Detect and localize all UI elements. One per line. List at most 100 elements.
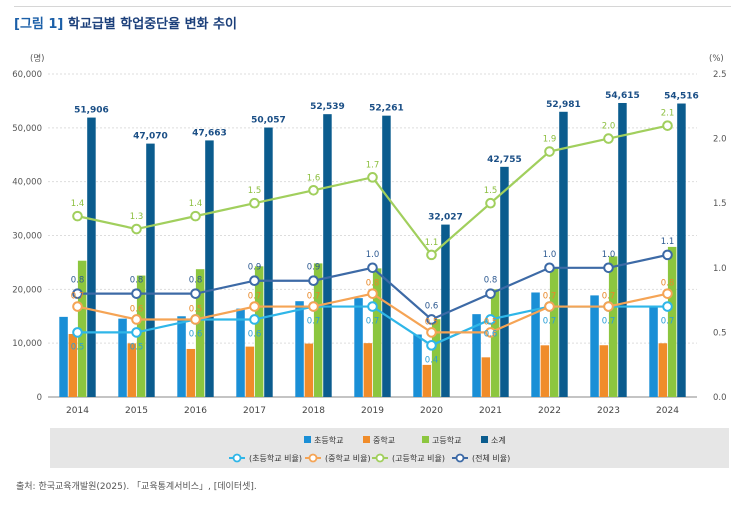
bar-중학교 — [68, 334, 78, 397]
bar-초등학교 — [413, 334, 422, 397]
bar-초등학교 — [354, 298, 363, 397]
total-data-label: 47,070 — [133, 132, 168, 142]
y-right-unit: (%) — [709, 54, 724, 64]
total-data-label: 52,981 — [546, 100, 581, 110]
figure-title: [그림 1] 학교급별 학업중단율 변화 추이 — [14, 13, 237, 32]
y-right-tick-label: 1.0 — [713, 264, 727, 274]
y-left-tick-label: 60,000 — [12, 70, 42, 80]
point-(고등학교 비율) — [485, 197, 496, 209]
x-tick-label: 2015 — [125, 406, 148, 416]
bar-초등학교 — [118, 318, 127, 397]
point-(초등학교 비율) — [131, 327, 142, 338]
legend-label: (전체 비율) — [472, 453, 510, 463]
line-data-label: 2.0 — [602, 122, 616, 132]
line-data-label: 0.6 — [484, 329, 498, 339]
y-left-tick-label: 30,000 — [12, 232, 42, 242]
point-(전체 비율) — [544, 262, 555, 274]
legend-marker-(고등학교 비율) — [375, 453, 385, 463]
y-right-tick-label: 2.0 — [713, 135, 727, 145]
bar-중학교 — [422, 364, 432, 397]
bar-중학교 — [481, 357, 491, 397]
point-(초등학교 비율) — [485, 314, 496, 325]
y-left-tick-label: 20,000 — [12, 285, 42, 295]
line-data-label: 0.5 — [130, 342, 144, 352]
point-(중학교 비율) — [131, 314, 142, 325]
bar-소계 — [87, 117, 96, 398]
total-data-label: 52,539 — [310, 102, 345, 112]
top-rule — [14, 6, 731, 7]
y-left-tick-label: 50,000 — [12, 124, 42, 134]
point-(중학교 비율) — [603, 301, 614, 312]
x-tick-label: 2022 — [538, 406, 561, 416]
bar-소계 — [264, 127, 273, 397]
line-data-label: 1.1 — [425, 238, 439, 248]
bar-소계 — [559, 111, 568, 397]
legend-box — [50, 428, 729, 468]
line-data-label: 0.7 — [307, 292, 321, 302]
bar-초등학교 — [472, 314, 481, 397]
point-(고등학교 비율) — [544, 146, 555, 157]
legend-swatch-소계 — [481, 436, 488, 443]
line-data-label: 0.8 — [130, 276, 144, 286]
legend-label: (초등학교 비율) — [249, 453, 302, 463]
point-(고등학교 비율) — [603, 133, 614, 144]
point-(고등학교 비율) — [249, 197, 260, 209]
point-(고등학교 비율) — [308, 184, 319, 196]
bar-고등학교 — [77, 260, 87, 397]
bar-고등학교 — [254, 266, 264, 397]
line-data-label: 0.7 — [307, 317, 321, 327]
x-tick-label: 2016 — [184, 406, 207, 416]
line-data-label: 0.8 — [661, 279, 675, 289]
point-(중학교 비율) — [72, 301, 83, 312]
line-data-label: 0.7 — [248, 292, 262, 302]
total-data-label: 52,261 — [369, 104, 404, 114]
line-data-label: 0.7 — [543, 292, 557, 302]
line-data-label: 0.5 — [484, 317, 498, 327]
point-(전체 비율) — [190, 288, 201, 299]
line-data-label: 1.4 — [71, 199, 85, 209]
x-tick-label: 2023 — [597, 406, 620, 416]
x-tick-label: 2017 — [243, 406, 266, 416]
line-data-label: 0.8 — [189, 276, 203, 286]
point-(전체 비율) — [131, 288, 142, 299]
legend-swatch-초등학교 — [304, 436, 311, 443]
line-data-label: 1.6 — [307, 173, 321, 183]
y-right-tick-label: 0.5 — [713, 328, 727, 338]
source-note: 출처: 한국교육개발원(2025). 「교육통계서비스」, [데이터셋]. — [16, 482, 257, 492]
point-(고등학교 비율) — [662, 120, 673, 131]
y-left-tick-label: 0 — [37, 393, 42, 403]
point-(고등학교 비율) — [426, 249, 437, 261]
bar-소계 — [205, 140, 214, 397]
bar-중학교 — [186, 348, 196, 397]
bar-고등학교 — [372, 268, 382, 397]
y-right-tick-label: 2.5 — [713, 70, 727, 80]
point-(중학교 비율) — [485, 327, 496, 338]
point-(전체 비율) — [308, 275, 319, 287]
point-(초등학교 비율) — [249, 314, 260, 325]
line-data-label: 1.5 — [484, 186, 498, 196]
point-(전체 비율) — [662, 249, 673, 261]
bar-고등학교 — [667, 246, 677, 397]
y-left-tick-label: 10,000 — [12, 339, 42, 349]
line-data-label: 2.1 — [661, 109, 675, 119]
bar-고등학교 — [195, 269, 205, 397]
x-tick-label: 2019 — [361, 406, 384, 416]
x-tick-label: 2014 — [66, 406, 89, 416]
line-data-label: 0.7 — [71, 292, 85, 302]
bar-초등학교 — [649, 307, 658, 397]
point-(전체 비율) — [72, 288, 83, 299]
line-data-label: 0.7 — [366, 317, 380, 327]
x-tick-label: 2018 — [302, 406, 325, 416]
x-tick-label: 2020 — [420, 406, 443, 416]
bar-초등학교 — [177, 316, 186, 397]
bar-중학교 — [540, 345, 550, 397]
line-data-label: 0.9 — [307, 263, 321, 273]
point-(전체 비율) — [485, 288, 496, 299]
total-data-label: 51,906 — [74, 106, 109, 116]
line-data-label: 0.4 — [425, 355, 439, 365]
legend-label: 고등학교 — [432, 435, 461, 445]
y-left-tick-label: 40,000 — [12, 178, 42, 188]
line-data-label: 0.8 — [366, 279, 380, 289]
y-left-unit: (명) — [30, 53, 44, 64]
